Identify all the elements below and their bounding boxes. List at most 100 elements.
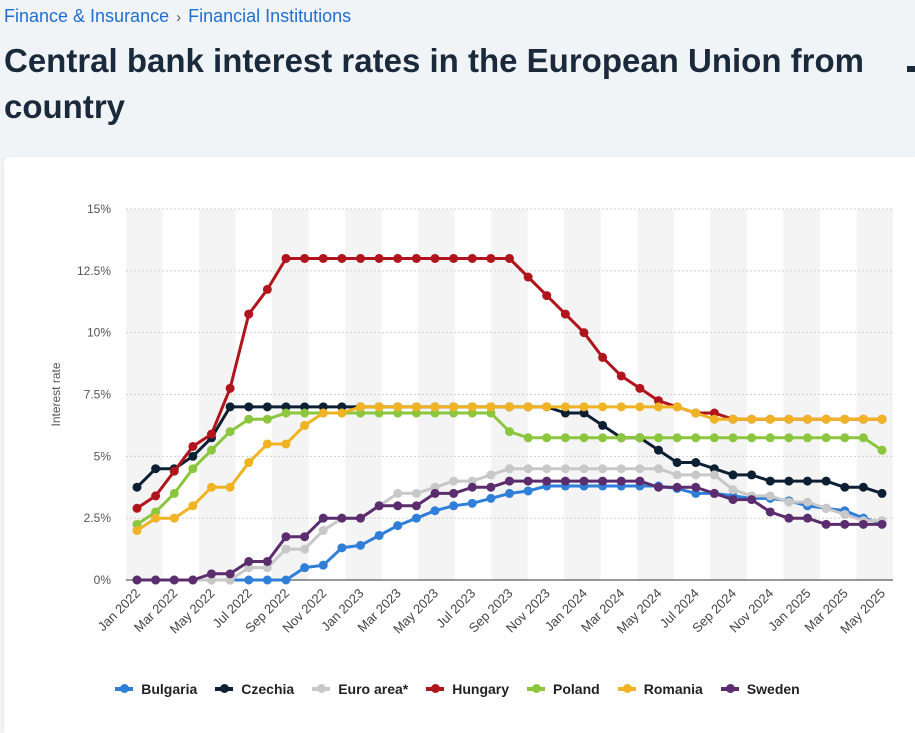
data-point <box>505 464 514 474</box>
data-point <box>858 482 868 492</box>
data-point <box>765 433 775 443</box>
legend-label: Hungary <box>452 681 510 697</box>
data-point <box>318 526 328 536</box>
data-point <box>523 402 533 412</box>
data-point <box>411 253 421 263</box>
legend-swatch <box>115 684 134 693</box>
data-point <box>337 402 347 412</box>
data-point <box>486 402 496 412</box>
data-point <box>188 464 198 474</box>
data-point <box>803 414 812 424</box>
data-point <box>505 488 514 498</box>
legend-item[interactable]: Romania <box>617 681 703 697</box>
legend-item[interactable]: Sweden <box>720 681 800 697</box>
data-point <box>281 544 291 554</box>
legend-swatch <box>426 684 445 693</box>
legend-item[interactable]: Hungary <box>426 681 509 697</box>
data-point <box>337 253 347 263</box>
data-point <box>262 563 272 573</box>
data-point <box>300 544 310 554</box>
data-point <box>616 433 626 443</box>
data-point <box>430 402 440 412</box>
data-point <box>337 408 347 418</box>
legend-item[interactable]: Euro area* <box>312 681 408 697</box>
data-point <box>244 309 254 319</box>
data-point <box>579 328 589 338</box>
data-point <box>821 414 831 424</box>
data-point <box>858 414 868 424</box>
data-point <box>672 458 682 468</box>
data-point <box>803 476 812 486</box>
data-point <box>467 408 477 418</box>
data-point <box>225 383 235 393</box>
legend-swatch <box>215 684 234 693</box>
breadcrumb-link-financial-institutions[interactable]: Financial Institutions <box>188 6 352 26</box>
data-point <box>486 253 496 263</box>
data-point <box>262 439 272 449</box>
data-point <box>672 402 682 412</box>
data-point <box>523 464 533 474</box>
data-point <box>449 402 459 412</box>
data-point <box>318 402 328 412</box>
data-point <box>709 488 719 498</box>
data-point <box>262 575 272 585</box>
data-point <box>858 519 868 529</box>
data-point <box>672 470 682 480</box>
data-point <box>430 488 440 498</box>
y-tick-label: 2.5% <box>84 511 112 525</box>
data-point <box>672 482 682 492</box>
data-point <box>374 402 384 412</box>
data-point <box>132 482 142 492</box>
data-point <box>858 433 868 443</box>
y-tick-label: 5% <box>94 449 112 463</box>
data-point <box>542 402 552 412</box>
data-point <box>356 540 365 550</box>
legend-item[interactable]: Czechia <box>215 681 294 697</box>
data-point <box>281 532 291 542</box>
data-point <box>579 402 589 412</box>
data-point <box>635 433 645 443</box>
data-point <box>374 530 384 540</box>
data-point <box>132 519 142 529</box>
legend-item[interactable]: Bulgaria <box>115 681 197 697</box>
data-point <box>598 420 608 430</box>
data-point <box>244 556 254 566</box>
data-point <box>225 402 235 412</box>
data-point <box>728 433 738 443</box>
data-point <box>505 427 514 437</box>
data-point <box>505 253 514 263</box>
data-point <box>225 575 235 585</box>
data-point <box>169 513 179 523</box>
y-tick-label: 7.5% <box>84 388 112 402</box>
data-point <box>393 408 403 418</box>
data-point <box>579 464 589 474</box>
data-point <box>467 482 477 492</box>
data-point <box>654 396 663 406</box>
data-point <box>616 464 626 474</box>
data-point <box>728 495 738 505</box>
data-point <box>784 513 794 523</box>
data-point <box>523 433 533 443</box>
data-point <box>411 513 421 523</box>
data-point <box>709 414 719 424</box>
data-point <box>709 408 719 418</box>
data-point <box>151 464 161 474</box>
breadcrumb-link-finance-insurance[interactable]: Finance & Insurance <box>4 6 170 26</box>
data-point <box>598 402 608 412</box>
data-point <box>169 488 179 498</box>
data-point <box>877 488 887 498</box>
data-point <box>691 482 701 492</box>
data-point <box>784 476 794 486</box>
data-point <box>262 402 272 412</box>
page-title: Central bank interest rates in the Europ… <box>4 38 904 130</box>
legend-item[interactable]: Poland <box>527 681 600 697</box>
data-point <box>207 569 216 579</box>
data-point <box>151 491 161 501</box>
data-point <box>691 488 701 498</box>
data-point <box>225 569 235 579</box>
data-point <box>374 501 384 511</box>
data-point <box>244 402 254 412</box>
legend-swatch <box>312 684 331 693</box>
data-point <box>337 513 347 523</box>
